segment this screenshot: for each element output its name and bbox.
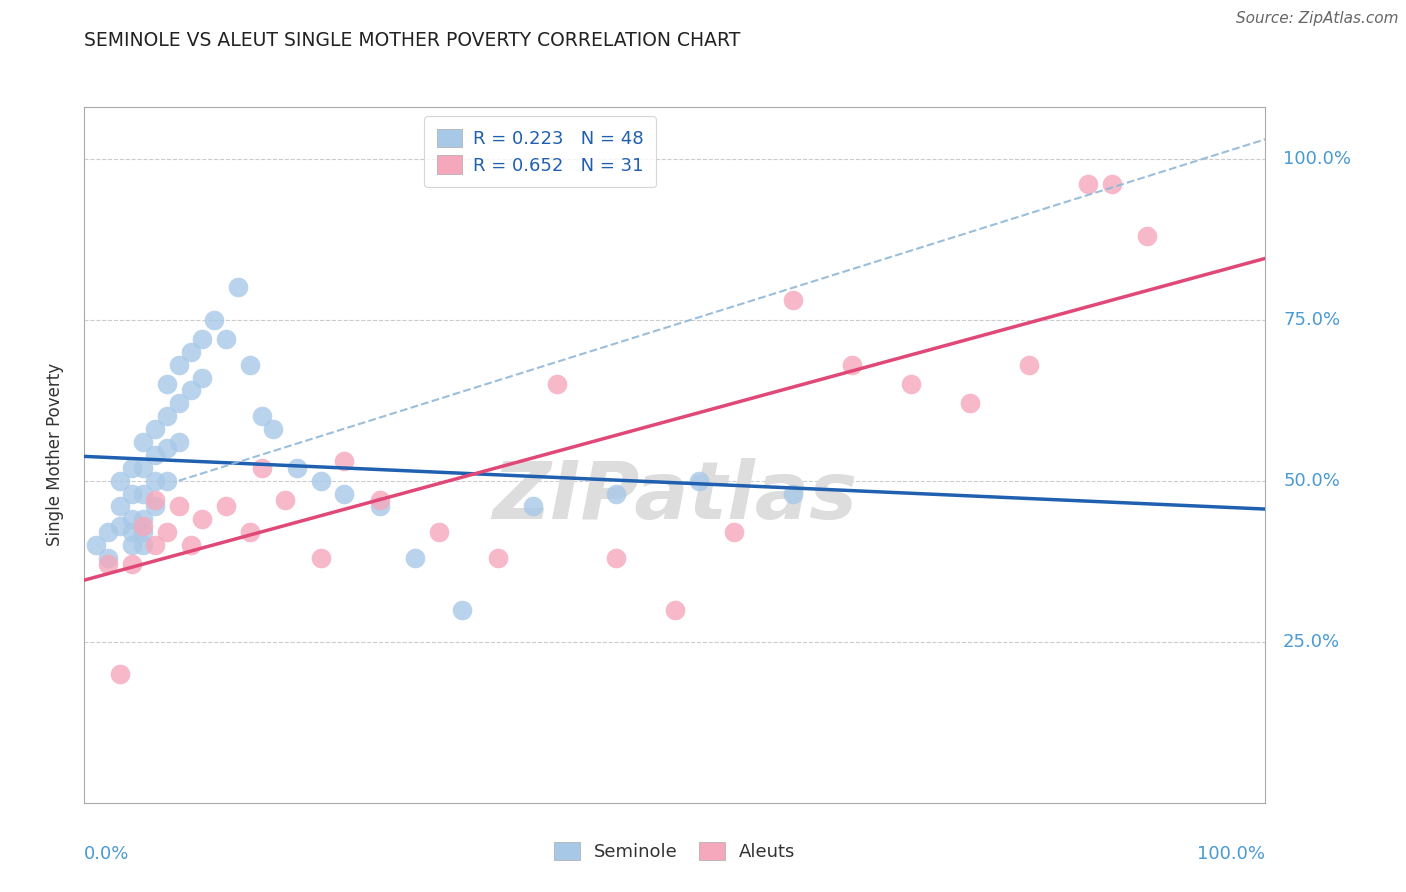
Point	[132, 435, 155, 450]
Text: Source: ZipAtlas.com: Source: ZipAtlas.com	[1236, 11, 1399, 26]
Point	[132, 525, 155, 540]
Point	[333, 486, 356, 500]
Point	[132, 460, 155, 475]
Point	[782, 293, 804, 308]
Point	[156, 474, 179, 488]
Point	[143, 474, 166, 488]
Point	[1101, 178, 1123, 192]
Point	[250, 460, 273, 475]
Point	[404, 551, 426, 566]
Point	[309, 551, 332, 566]
Legend: Seminole, Aleuts: Seminole, Aleuts	[546, 833, 804, 871]
Point	[262, 422, 284, 436]
Point	[239, 358, 262, 372]
Point	[84, 538, 107, 552]
Point	[451, 602, 474, 616]
Point	[97, 551, 120, 566]
Point	[121, 486, 143, 500]
Point	[167, 358, 190, 372]
Point	[239, 525, 262, 540]
Point	[368, 493, 391, 508]
Point	[664, 602, 686, 616]
Point	[1136, 228, 1159, 243]
Point	[156, 377, 179, 392]
Point	[180, 344, 202, 359]
Point	[132, 512, 155, 526]
Point	[108, 474, 131, 488]
Point	[167, 435, 190, 450]
Point	[900, 377, 922, 392]
Text: 25.0%: 25.0%	[1284, 632, 1340, 651]
Point	[782, 486, 804, 500]
Point	[108, 500, 131, 514]
Point	[285, 460, 308, 475]
Point	[132, 518, 155, 533]
Point	[226, 280, 249, 294]
Point	[97, 525, 120, 540]
Point	[143, 493, 166, 508]
Point	[121, 558, 143, 572]
Point	[1077, 178, 1099, 192]
Point	[522, 500, 544, 514]
Point	[486, 551, 509, 566]
Point	[132, 538, 155, 552]
Point	[191, 332, 214, 346]
Text: 100.0%: 100.0%	[1284, 150, 1351, 168]
Point	[180, 538, 202, 552]
Point	[191, 370, 214, 384]
Point	[546, 377, 568, 392]
Point	[143, 500, 166, 514]
Point	[605, 551, 627, 566]
Point	[143, 538, 166, 552]
Point	[202, 312, 225, 326]
Point	[180, 384, 202, 398]
Point	[368, 500, 391, 514]
Text: 100.0%: 100.0%	[1198, 845, 1265, 863]
Point	[167, 500, 190, 514]
Text: ZIPatlas: ZIPatlas	[492, 458, 858, 536]
Point	[121, 512, 143, 526]
Point	[250, 409, 273, 424]
Point	[841, 358, 863, 372]
Point	[108, 518, 131, 533]
Point	[427, 525, 450, 540]
Point	[156, 409, 179, 424]
Point	[121, 460, 143, 475]
Text: 0.0%: 0.0%	[84, 845, 129, 863]
Point	[215, 332, 238, 346]
Point	[723, 525, 745, 540]
Point	[1018, 358, 1040, 372]
Point	[688, 474, 710, 488]
Point	[132, 486, 155, 500]
Point	[274, 493, 297, 508]
Point	[121, 538, 143, 552]
Point	[167, 396, 190, 410]
Text: SEMINOLE VS ALEUT SINGLE MOTHER POVERTY CORRELATION CHART: SEMINOLE VS ALEUT SINGLE MOTHER POVERTY …	[84, 31, 741, 50]
Point	[215, 500, 238, 514]
Point	[121, 525, 143, 540]
Y-axis label: Single Mother Poverty: Single Mother Poverty	[45, 363, 63, 547]
Point	[333, 454, 356, 468]
Point	[191, 512, 214, 526]
Point	[959, 396, 981, 410]
Point	[156, 525, 179, 540]
Text: 50.0%: 50.0%	[1284, 472, 1340, 490]
Point	[605, 486, 627, 500]
Point	[309, 474, 332, 488]
Point	[143, 422, 166, 436]
Point	[156, 442, 179, 456]
Point	[108, 667, 131, 681]
Point	[97, 558, 120, 572]
Point	[143, 448, 166, 462]
Text: 75.0%: 75.0%	[1284, 310, 1340, 328]
